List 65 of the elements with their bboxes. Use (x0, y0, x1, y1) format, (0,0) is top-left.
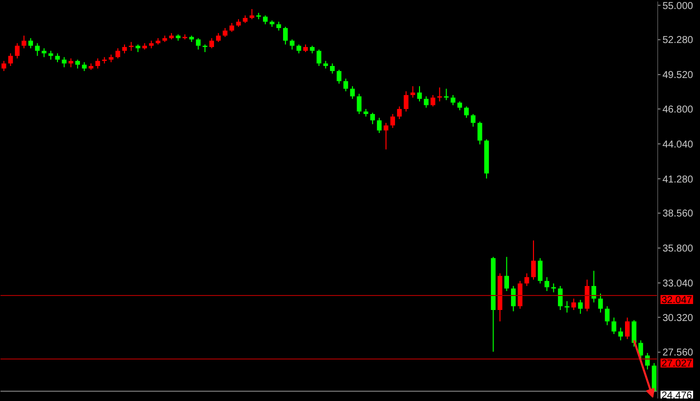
y-tick-label: 44.040 (662, 139, 694, 150)
y-tick-label: 41.280 (662, 174, 694, 186)
candlestick (28, 38, 34, 49)
candlestick (618, 327, 623, 341)
candlestick (645, 352, 650, 370)
candlestick (524, 272, 530, 286)
candlestick (477, 121, 482, 145)
candlestick (504, 256, 510, 292)
candlestick (404, 90, 408, 112)
candlestick (62, 56, 67, 68)
candlestick (598, 293, 603, 314)
candlestick (115, 48, 120, 59)
candlestick (316, 49, 322, 66)
candlestick (410, 86, 416, 98)
ref-line-label: 24.476 (662, 390, 693, 401)
y-tick-label: 33.040 (662, 278, 694, 290)
candlestick (283, 26, 288, 45)
y-tick-label: 52.280 (662, 35, 694, 46)
candlestick (350, 86, 355, 100)
candlestick (464, 106, 469, 118)
candlestick (376, 117, 382, 134)
candlestick (578, 299, 583, 314)
candlestick (390, 114, 396, 128)
candlestick (624, 317, 630, 340)
y-tick-label: 35.800 (662, 244, 694, 255)
candlestick (196, 38, 201, 50)
y-tick-label: 46.800 (662, 104, 694, 116)
candlestick (584, 279, 590, 312)
candlestick (424, 96, 429, 108)
y-tick-label: 38.560 (662, 208, 694, 220)
candlestick (571, 298, 576, 310)
y-tick-label: 49.520 (662, 70, 694, 82)
candlestick (538, 258, 543, 284)
y-tick-label: 27.560 (662, 348, 694, 359)
candlestick (564, 300, 570, 314)
candlestick (450, 94, 456, 106)
candlestick (531, 240, 536, 280)
ref-line-label: 32.047 (662, 294, 693, 306)
candlestick (14, 42, 20, 59)
candlestick (544, 276, 550, 292)
candlestick (604, 306, 610, 326)
candlestick (370, 112, 375, 125)
candlestick (612, 317, 616, 335)
candlestick (8, 52, 13, 66)
candlestick (290, 38, 294, 50)
candlestick (430, 94, 436, 107)
candlestick (250, 8, 254, 20)
candlestick (22, 35, 26, 49)
candlestick (343, 78, 348, 92)
candlestick (518, 280, 522, 310)
y-tick-label: 30.320 (662, 312, 694, 324)
candlestick (330, 62, 335, 74)
candlestick (209, 38, 214, 49)
ref-line-label: 27.027 (662, 358, 693, 370)
candlestick (470, 114, 476, 128)
candlestick (632, 320, 636, 348)
candlestick (336, 69, 342, 84)
candlestick (397, 106, 402, 120)
candlestick (35, 42, 40, 56)
y-tick-label: 55.000 (662, 0, 694, 12)
candlestick (95, 58, 100, 70)
candlestick (417, 86, 422, 102)
candlestick (356, 93, 362, 115)
candlestick (2, 60, 6, 72)
candlestick (384, 122, 388, 150)
